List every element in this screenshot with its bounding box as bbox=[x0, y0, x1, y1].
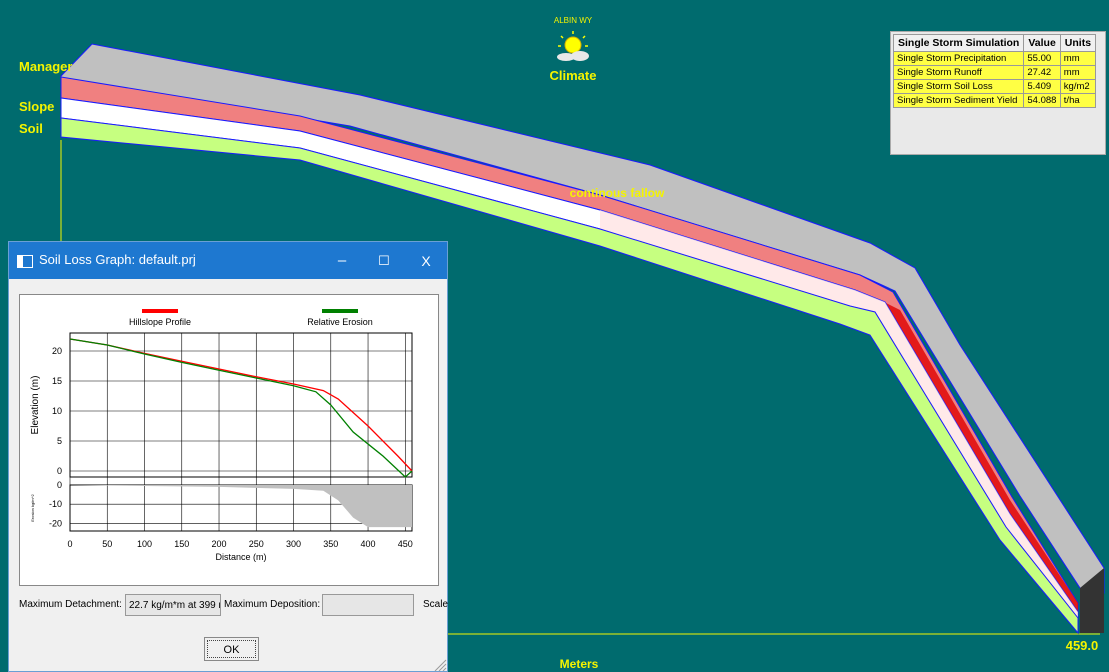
table-row: Single Storm Soil Loss 5.409 kg/m2 bbox=[892, 79, 1097, 94]
soil-loss-graph-dialog[interactable]: Soil Loss Graph: default.prj – ☐ X Hills… bbox=[8, 241, 448, 672]
summary-header-simulation: Single Storm Simulation bbox=[892, 34, 1025, 52]
summary-row-units: kg/m2 bbox=[1059, 79, 1097, 94]
series-line bbox=[69, 338, 413, 478]
summary-row-value: 55.00 bbox=[1023, 51, 1061, 66]
max-detachment-field: 22.7 kg/m*m at 399 n bbox=[125, 594, 221, 616]
x-axis-label: Meters bbox=[560, 657, 599, 671]
close-button[interactable]: X bbox=[421, 253, 431, 269]
series-line bbox=[69, 338, 413, 472]
maximize-button[interactable]: ☐ bbox=[378, 253, 390, 268]
summary-header-row: Single Storm Simulation Value Units bbox=[892, 34, 1097, 52]
y-axis-title: Elevation (m) bbox=[30, 376, 41, 435]
dialog-title: Soil Loss Graph: default.prj bbox=[39, 252, 196, 267]
x-tick-label: 400 bbox=[361, 539, 376, 549]
summary-row-value: 54.088 bbox=[1023, 93, 1061, 108]
summary-row-units: mm bbox=[1059, 65, 1097, 80]
erosion-axis-title: Erosion kg/m^2 bbox=[30, 494, 35, 522]
x-tick-label: 150 bbox=[174, 539, 189, 549]
table-row: Single Storm Runoff 27.42 mm bbox=[892, 65, 1097, 80]
resize-grip-icon[interactable] bbox=[433, 658, 447, 672]
y-tick-label: 0 bbox=[57, 466, 62, 476]
x-tick-label: 450 bbox=[398, 539, 413, 549]
summary-row-label: Single Storm Precipitation bbox=[892, 51, 1025, 66]
y-tick-label: 20 bbox=[52, 346, 62, 356]
summary-row-label: Single Storm Soil Loss bbox=[892, 79, 1025, 94]
y-tick-label: 15 bbox=[52, 376, 62, 386]
end-face bbox=[1080, 568, 1104, 633]
scale-label: Scale bbox=[423, 599, 449, 610]
table-row: Single Storm Precipitation 55.00 mm bbox=[892, 51, 1097, 66]
summary-row-value: 5.409 bbox=[1023, 79, 1061, 94]
summary-row-label: Single Storm Sediment Yield bbox=[892, 93, 1025, 108]
white-layer-tint bbox=[600, 210, 1078, 618]
x-tick-label: 0 bbox=[67, 539, 72, 549]
climate-label[interactable]: Climate bbox=[550, 68, 597, 83]
soil-loss-chart-svg: Hillslope Profile Relative Erosion 20 15 10 5… bbox=[30, 309, 413, 562]
climate-station: ALBIN WY bbox=[554, 16, 593, 25]
x-tick-label: 100 bbox=[137, 539, 152, 549]
x-tick-label: 250 bbox=[249, 539, 264, 549]
summary-row-label: Single Storm Runoff bbox=[892, 65, 1025, 80]
max-detachment-label: Maximum Detachment: bbox=[19, 599, 122, 610]
x-tick-label: 350 bbox=[323, 539, 338, 549]
ok-button[interactable]: OK bbox=[204, 637, 259, 661]
summary-header-units: Units bbox=[1059, 34, 1097, 52]
erosion-tick-label: -20 bbox=[49, 518, 62, 528]
minimize-button[interactable]: – bbox=[337, 252, 347, 269]
x-axis-end-value: 459.0 bbox=[1066, 638, 1099, 653]
x-tick-label: 200 bbox=[212, 539, 227, 549]
soil-layer[interactable] bbox=[60, 117, 1079, 635]
management-name-label[interactable]: continous fallow bbox=[570, 186, 665, 200]
legend-label: Relative Erosion bbox=[307, 317, 373, 327]
x-tick-label: 50 bbox=[102, 539, 112, 549]
soil-label[interactable]: Soil bbox=[19, 121, 43, 136]
plot-frame bbox=[69, 332, 413, 478]
x-axis-title: Distance (m) bbox=[215, 552, 266, 562]
table-row: Single Storm Sediment Yield 54.088 t/ha bbox=[892, 93, 1097, 108]
y-tick-label: 10 bbox=[52, 406, 62, 416]
summary-row-units: mm bbox=[1059, 51, 1097, 66]
single-storm-summary-table: Single Storm Simulation Value Units Sing… bbox=[892, 34, 1097, 108]
erosion-tick-label: -10 bbox=[49, 499, 62, 509]
single-storm-summary-panel: Single Storm Simulation Value Units Sing… bbox=[890, 31, 1106, 155]
max-deposition-field bbox=[322, 594, 414, 616]
erosion-tick-label: 0 bbox=[57, 480, 62, 490]
erosion-area bbox=[70, 485, 412, 528]
x-tick-label: 300 bbox=[286, 539, 301, 549]
max-deposition-label: Maximum Deposition: bbox=[224, 599, 321, 610]
window-icon bbox=[17, 255, 33, 268]
dialog-titlebar[interactable]: Soil Loss Graph: default.prj – ☐ X bbox=[9, 242, 447, 279]
sun-icon[interactable] bbox=[557, 31, 589, 61]
y-tick-label: 5 bbox=[57, 436, 62, 446]
summary-row-value: 27.42 bbox=[1023, 65, 1061, 80]
summary-row-units: t/ha bbox=[1059, 93, 1097, 108]
summary-header-value: Value bbox=[1023, 34, 1061, 52]
legend-label: Hillslope Profile bbox=[129, 317, 191, 327]
slope-label[interactable]: Slope bbox=[19, 99, 54, 114]
soil-loss-graph: Hillslope Profile Relative Erosion 20 15 10 5… bbox=[19, 294, 439, 586]
management-label[interactable]: Manager bbox=[19, 59, 72, 74]
